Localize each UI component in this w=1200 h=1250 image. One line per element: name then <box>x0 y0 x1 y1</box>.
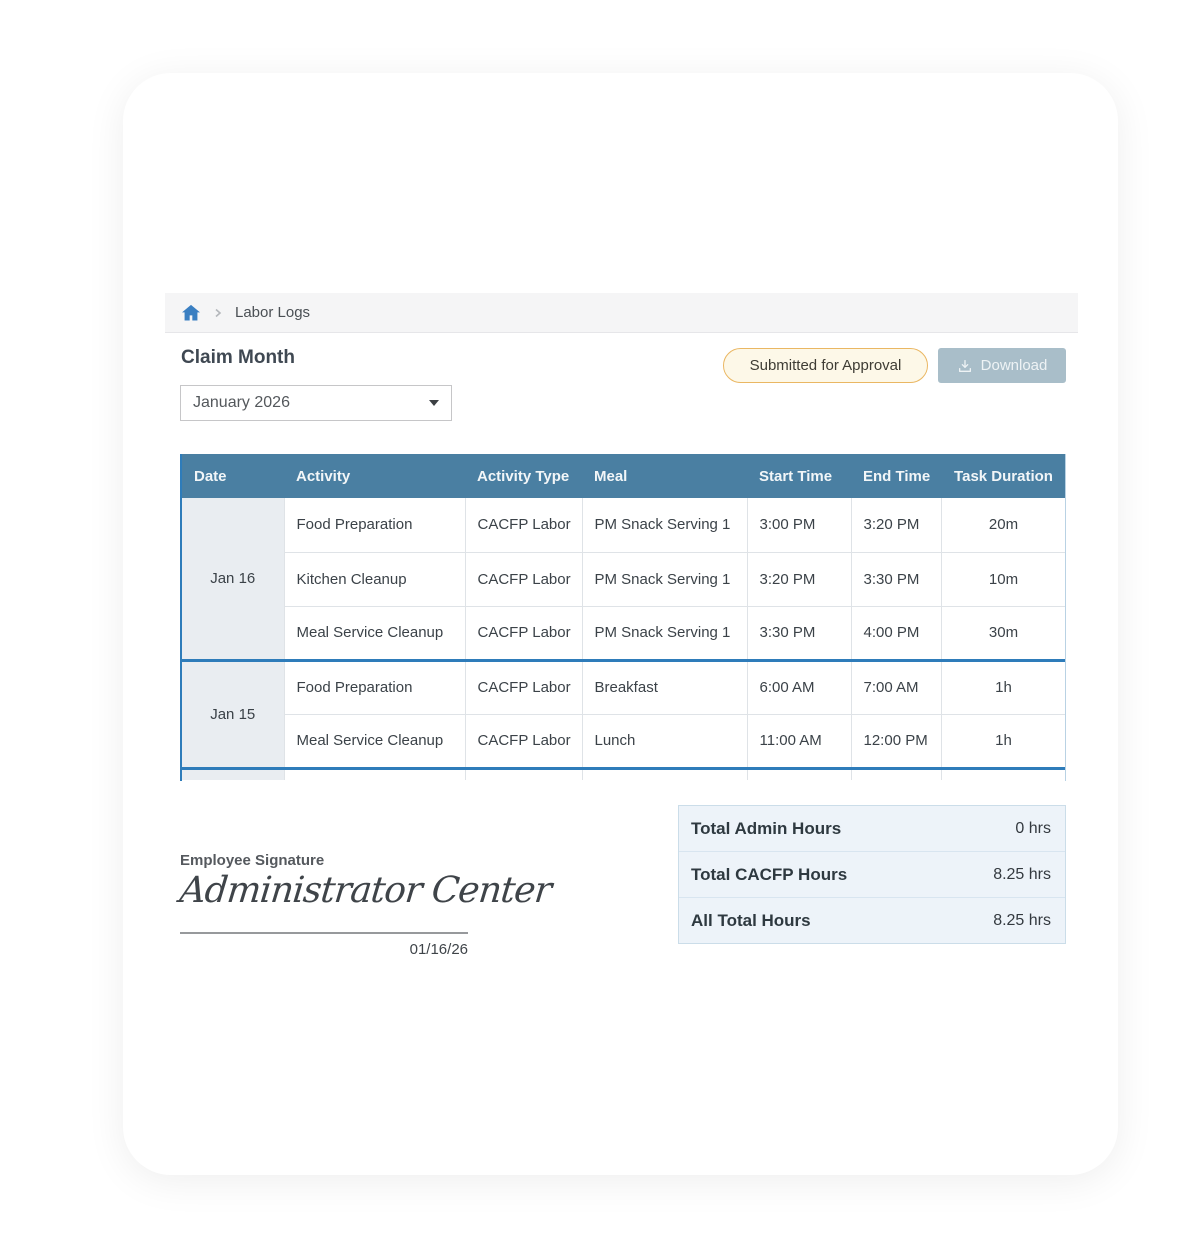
date-cell: Jan 15 <box>182 660 285 770</box>
table-cell: 1h <box>941 714 1065 770</box>
download-button-label: Download <box>980 357 1048 374</box>
claim-month-selected-value: January 2026 <box>193 394 290 411</box>
table-cell: 1h <box>941 660 1065 715</box>
table-row: Kitchen Cleanup CACFP Labor PM Snack Servi… <box>182 552 1065 607</box>
status-badge: Submitted for Approval <box>723 348 928 383</box>
column-header: Activity <box>284 454 465 498</box>
table-row: Meal Service Cleanup CACFP Labor Lunch 11:0… <box>182 714 1065 770</box>
totals-row-cacfp: Total CACFP Hours 8.25 hrs <box>679 851 1065 897</box>
table-cell: 30m <box>941 606 1065 662</box>
table-row: Meal Service Cleanup CACFP Labor PM Snack … <box>182 606 1065 662</box>
table-cell <box>465 768 583 780</box>
totals-label: Total Admin Hours <box>691 818 842 838</box>
table-cell: CACFP Labor <box>465 606 583 662</box>
column-header: Meal <box>582 454 747 498</box>
totals-panel: Total Admin Hours 0 hrs Total CACFP Hour… <box>678 805 1066 944</box>
labor-table-body: Jan 16 Food Preparation CACFP Labor PM Snac… <box>182 498 1065 780</box>
table-cell: 11:00 AM <box>747 714 852 770</box>
table-cell: CACFP Labor <box>465 714 583 770</box>
table-cell <box>851 768 942 780</box>
table-cell: 7:00 AM <box>851 660 942 715</box>
table-cell: Meal Service Cleanup <box>284 606 466 662</box>
table-header-row: Date Activity Activity Type Meal Start Time E… <box>182 454 1065 498</box>
table-cell: CACFP Labor <box>465 552 583 607</box>
totals-label: All Total Hours <box>691 910 811 930</box>
table-cell <box>941 768 1065 780</box>
table-cell: 4:00 PM <box>851 606 942 662</box>
table-cell: CACFP Labor <box>465 660 583 715</box>
table-cell: 12:00 PM <box>851 714 942 770</box>
chevron-right-icon <box>213 308 223 318</box>
table-cell: Food Preparation <box>284 660 466 715</box>
signature-line <box>180 932 468 934</box>
table-cell: 3:20 PM <box>851 498 942 553</box>
table-cell: Meal Service Cleanup <box>284 714 466 770</box>
claim-month-select[interactable]: January 2026 <box>180 385 452 421</box>
table-cell <box>182 768 285 780</box>
select-caret-icon <box>429 400 439 406</box>
breadcrumb: Labor Logs <box>165 293 1078 333</box>
table-cell: 10m <box>941 552 1065 607</box>
table-cell: Lunch <box>582 714 748 770</box>
table-row: Jan 16 Food Preparation CACFP Labor PM Snac… <box>182 498 1065 662</box>
home-icon[interactable] <box>181 303 201 323</box>
table-cell <box>582 768 748 780</box>
table-row: Jan 15 Food Preparation CACFP Labor Breakfa… <box>182 660 1065 770</box>
labor-log-table: Date Activity Activity Type Meal Start Time E… <box>180 454 1066 781</box>
column-header: End Time <box>851 454 941 498</box>
table-cell: CACFP Labor <box>465 498 583 553</box>
download-button[interactable]: Download <box>938 348 1066 383</box>
table-cell: Kitchen Cleanup <box>284 552 466 607</box>
employee-signature-label: Employee Signature <box>180 852 325 869</box>
table-cell: 3:30 PM <box>747 606 852 662</box>
claim-month-label: Claim Month <box>181 347 295 368</box>
column-header: Task Duration <box>941 454 1065 498</box>
app-card: Labor Logs Claim Month January 2026 Subm… <box>123 73 1118 1175</box>
totals-row-admin: Total Admin Hours 0 hrs <box>679 806 1065 851</box>
table-cell: PM Snack Serving 1 <box>582 498 748 553</box>
table-row-partial <box>182 768 1065 780</box>
employee-signature: Administrator Center <box>177 870 553 911</box>
totals-value: 8.25 hrs <box>993 865 1051 883</box>
table-cell <box>284 768 466 780</box>
table-cell: Food Preparation <box>284 498 466 553</box>
table-cell: 20m <box>941 498 1065 553</box>
breadcrumb-item-labor-logs[interactable]: Labor Logs <box>235 304 311 321</box>
table-cell: PM Snack Serving 1 <box>582 552 748 607</box>
table-cell: 6:00 AM <box>747 660 852 715</box>
column-header: Activity Type <box>465 454 582 498</box>
download-icon <box>957 358 973 374</box>
totals-row-all: All Total Hours 8.25 hrs <box>679 897 1065 943</box>
status-badge-label: Submitted for Approval <box>749 357 902 374</box>
totals-value: 0 hrs <box>1015 819 1051 837</box>
table-cell: 3:30 PM <box>851 552 942 607</box>
column-header: Start Time <box>747 454 851 498</box>
table-cell: 3:00 PM <box>747 498 852 553</box>
column-header: Date <box>182 454 284 498</box>
table-cell: PM Snack Serving 1 <box>582 606 748 662</box>
table-cell: 3:20 PM <box>747 552 852 607</box>
table-cell: Breakfast <box>582 660 748 715</box>
date-cell: Jan 16 <box>182 498 285 662</box>
table-cell <box>747 768 852 780</box>
totals-label: Total CACFP Hours <box>691 864 848 884</box>
totals-value: 8.25 hrs <box>993 911 1051 929</box>
signature-date: 01/16/26 <box>409 941 468 958</box>
